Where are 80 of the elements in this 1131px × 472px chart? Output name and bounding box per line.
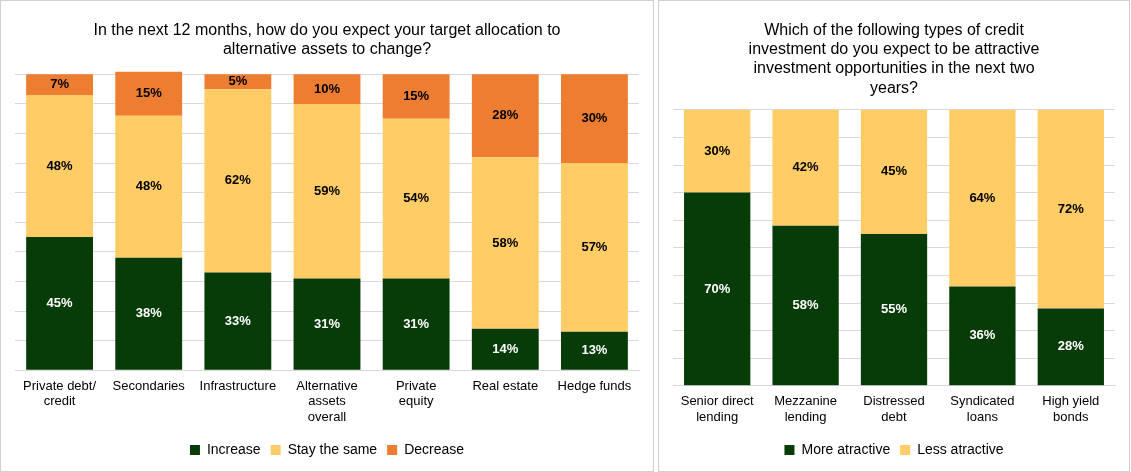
data-label: 30% <box>704 142 731 158</box>
bar <box>204 89 272 273</box>
legend-label: Less atractive <box>917 440 1004 457</box>
bar <box>471 157 539 329</box>
bar <box>26 74 93 96</box>
data-label: 5% <box>228 73 248 89</box>
legend-label: Decrease <box>404 440 465 457</box>
bar <box>561 163 628 332</box>
data-label: 38% <box>135 305 163 321</box>
data-label: 58% <box>792 297 820 313</box>
data-label: 30% <box>581 110 608 126</box>
data-label: 36% <box>969 327 996 343</box>
bar <box>949 109 1016 287</box>
x-tick-label: Distressed debt <box>863 393 925 424</box>
data-label: 31% <box>313 315 341 331</box>
data-label: 55% <box>880 301 908 317</box>
x-tick-label: Private debt/ credit <box>23 377 97 409</box>
data-label: 15% <box>135 85 163 101</box>
bar <box>115 115 183 258</box>
data-label: 59% <box>313 182 341 198</box>
legend-label: More atractive <box>801 440 891 457</box>
bar <box>772 225 839 386</box>
x-tick-label: Mezzanine lending <box>774 393 838 424</box>
x-tick-label: Private equity <box>395 377 437 409</box>
chart-title: In the next 12 months, how do you expect your target allocation to alternative assets to change? <box>93 21 561 58</box>
data-label: 7% <box>50 76 70 92</box>
x-tick-label: Senior direct lending <box>680 393 755 424</box>
data-label: 64% <box>969 189 996 205</box>
data-label: 15% <box>403 88 430 104</box>
bar <box>561 74 628 164</box>
x-tick-label: Hedge funds <box>557 377 632 393</box>
bar <box>382 118 450 279</box>
bar <box>1037 308 1104 386</box>
x-tick-label: Real estate <box>472 377 539 393</box>
bar <box>1037 109 1104 309</box>
data-label: 28% <box>492 107 519 123</box>
data-label: 33% <box>224 312 252 328</box>
data-label: 45% <box>46 294 74 310</box>
bar <box>684 109 751 193</box>
bar <box>293 74 361 104</box>
data-label: 72% <box>1057 200 1085 216</box>
bar <box>561 331 628 370</box>
x-tick-label: High yield bonds <box>1042 393 1100 424</box>
data-label: 70% <box>704 280 731 296</box>
bar <box>949 286 1016 386</box>
data-label: 62% <box>224 172 252 188</box>
bar <box>860 234 928 386</box>
x-tick-label: Syndicated loans <box>950 393 1015 424</box>
data-label: 13% <box>581 342 608 358</box>
data-label: 48% <box>46 157 74 173</box>
bar <box>382 74 450 119</box>
x-tick-label: Secondaries <box>112 377 186 393</box>
bar <box>471 328 539 370</box>
bar <box>115 71 183 116</box>
data-label: 54% <box>403 190 430 206</box>
data-label: 28% <box>1057 338 1085 354</box>
bar <box>293 103 361 279</box>
chart-title: Which of the following types of credit investment do you expect to be attractive investment opportunities in the next two years? <box>748 21 1040 96</box>
bar <box>382 278 450 370</box>
legend-label: Increase <box>206 440 261 457</box>
bar <box>293 278 361 370</box>
data-label: 57% <box>581 239 608 254</box>
bar <box>772 109 839 226</box>
bar <box>684 192 751 386</box>
bar <box>204 272 272 370</box>
bar <box>471 74 539 158</box>
x-tick-label: Alternative assets overall <box>296 377 358 424</box>
bar <box>26 95 93 238</box>
bar <box>860 109 928 234</box>
x-tick-label: Infrastructure <box>199 377 277 393</box>
legend-label: Stay the same <box>287 440 378 457</box>
data-label: 45% <box>880 163 908 179</box>
data-label: 10% <box>313 80 341 96</box>
bar <box>115 257 183 370</box>
data-label: 14% <box>492 340 519 356</box>
data-label: 58% <box>492 234 519 250</box>
data-label: 31% <box>403 315 430 331</box>
data-label: 42% <box>792 159 820 175</box>
bar <box>26 237 93 370</box>
data-label: 48% <box>135 178 163 194</box>
